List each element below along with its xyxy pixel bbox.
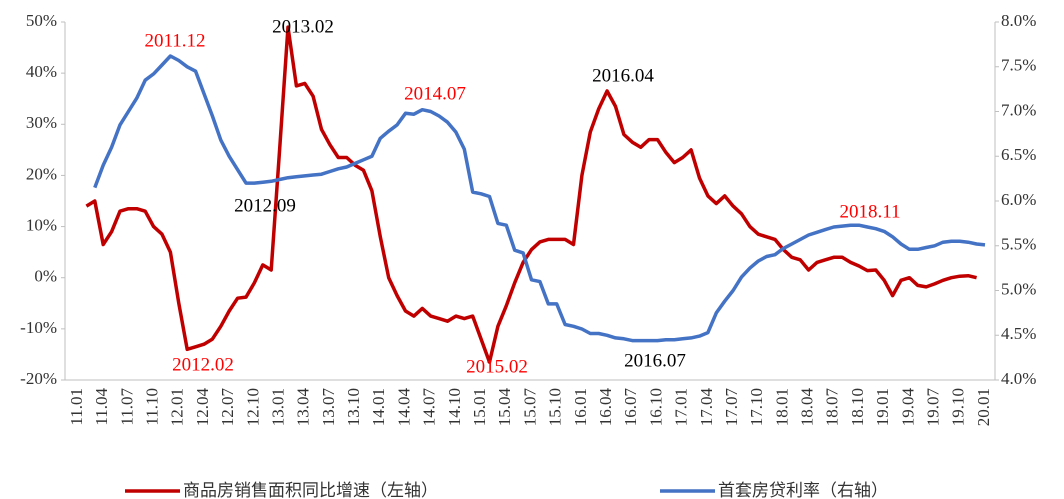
x-tick-label: 12.04	[193, 388, 212, 427]
x-tick-label: 13.10	[344, 388, 363, 426]
annotation: 2011.12	[144, 30, 205, 51]
x-tick-label: 14.04	[394, 388, 413, 427]
x-tick-label: 15.10	[546, 388, 565, 426]
y2-tick-label: 7.5%	[1001, 56, 1036, 75]
series-line	[85, 25, 978, 364]
y2-tick-label: 6.5%	[1001, 145, 1036, 164]
x-tick-label: 15.01	[470, 388, 489, 426]
x-tick-label: 11.01	[67, 388, 86, 426]
y-tick-label: 0%	[34, 267, 57, 286]
x-tick-label: 14.07	[420, 388, 439, 427]
y2-tick-label: 5.5%	[1001, 235, 1036, 254]
x-tick-label: 13.01	[268, 388, 287, 426]
y-tick-label: 50%	[26, 11, 57, 30]
legend-label: 商品房销售面积同比增速（左轴）	[183, 481, 438, 499]
x-tick-label: 20.01	[974, 388, 993, 426]
x-tick-label: 15.04	[495, 388, 514, 427]
x-tick-label: 18.01	[772, 388, 791, 426]
x-tick-label: 11.07	[117, 388, 136, 426]
x-tick-label: 17.10	[747, 388, 766, 426]
y2-tick-label: 7.0%	[1001, 100, 1036, 119]
x-tick-label: 16.01	[571, 388, 590, 426]
y-tick-label: -20%	[20, 369, 57, 388]
x-tick-label: 19.01	[873, 388, 892, 426]
x-tick-label: 13.07	[319, 388, 338, 427]
x-tick-label: 12.01	[168, 388, 187, 426]
y-tick-label: 40%	[26, 62, 57, 81]
y-tick-label: -10%	[20, 318, 57, 337]
annotation: 2016.04	[592, 65, 654, 86]
y-tick-label: 10%	[26, 215, 57, 234]
y2-tick-label: 5.0%	[1001, 279, 1036, 298]
y2-tick-label: 6.0%	[1001, 190, 1036, 209]
x-tick-label: 18.10	[848, 388, 867, 426]
x-tick-label: 19.10	[949, 388, 968, 426]
x-tick-label: 11.04	[92, 388, 111, 426]
x-tick-label: 19.07	[924, 388, 943, 427]
y-tick-label: 30%	[26, 113, 57, 132]
annotation: 2014.07	[404, 83, 466, 104]
series-line	[93, 54, 986, 343]
annotation: 2013.02	[272, 16, 334, 37]
annotation: 2016.07	[624, 350, 686, 371]
x-tick-label: 14.10	[445, 388, 464, 426]
x-tick-label: 16.10	[646, 388, 665, 426]
x-tick-label: 11.10	[142, 388, 161, 426]
annotation: 2012.09	[234, 195, 296, 216]
x-tick-label: 18.04	[798, 388, 817, 427]
x-tick-label: 12.10	[243, 388, 262, 426]
x-tick-label: 15.07	[520, 388, 539, 427]
x-tick-label: 17.07	[722, 388, 741, 427]
annotation: 2015.02	[466, 356, 528, 377]
annotation: 2012.02	[172, 354, 234, 375]
x-tick-label: 19.04	[898, 388, 917, 427]
x-tick-label: 17.04	[697, 388, 716, 427]
y2-tick-label: 8.0%	[1001, 11, 1036, 30]
y-tick-label: 20%	[26, 164, 57, 183]
legend-label: 首套房贷利率（右轴）	[718, 481, 888, 499]
annotation: 2018.11	[839, 201, 900, 222]
y2-tick-label: 4.5%	[1001, 324, 1036, 343]
x-tick-label: 18.07	[823, 388, 842, 427]
x-tick-label: 16.07	[621, 388, 640, 427]
x-tick-label: 16.04	[596, 388, 615, 427]
x-tick-label: 14.01	[369, 388, 388, 426]
y2-tick-label: 4.0%	[1001, 369, 1036, 388]
x-tick-label: 17.01	[672, 388, 691, 426]
x-tick-label: 12.07	[218, 388, 237, 427]
x-tick-label: 13.04	[294, 388, 313, 427]
